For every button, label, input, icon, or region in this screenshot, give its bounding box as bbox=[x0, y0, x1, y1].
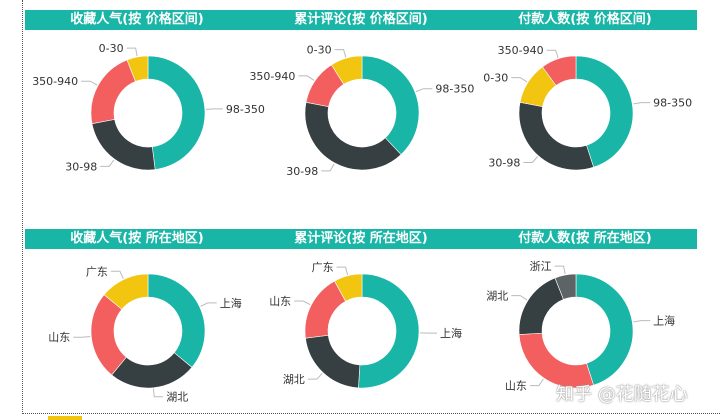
leader-line bbox=[110, 270, 124, 279]
slice-label: 98-350 bbox=[653, 97, 692, 110]
panel-title: 累计评论(按 价格区间) bbox=[294, 12, 428, 27]
slice-label: 350-940 bbox=[498, 44, 544, 57]
donut-slice bbox=[305, 334, 361, 389]
leader-line bbox=[546, 49, 559, 58]
leader-line bbox=[294, 300, 311, 306]
header-bar-bottom: 收藏人气(按 所在地区) 累计评论(按 所在地区) 付款人数(按 所在地区) bbox=[25, 229, 697, 249]
slice-label: 上海 bbox=[220, 296, 242, 310]
leader-line bbox=[633, 320, 651, 323]
watermark: 知乎 @花随花心 bbox=[556, 384, 688, 405]
leader-line bbox=[152, 388, 164, 398]
donut-chart: 98-350 30-98 350-940 0-30 bbox=[32, 42, 265, 173]
leader-line bbox=[81, 80, 98, 86]
slice-label: 湖北 bbox=[166, 391, 188, 404]
leader-line bbox=[307, 372, 323, 380]
leader-line bbox=[100, 159, 115, 167]
slice-label: 30-98 bbox=[286, 165, 318, 178]
dotted-border-bottom bbox=[22, 413, 720, 414]
slice-label: 30-98 bbox=[488, 157, 520, 170]
panel-title: 累计评论(按 所在地区) bbox=[294, 231, 428, 246]
donut-slice bbox=[147, 273, 206, 368]
donut-slice bbox=[518, 101, 594, 171]
donut-slice bbox=[304, 101, 402, 171]
donut-slice bbox=[147, 55, 206, 170]
header-bar-top: 收藏人气(按 价格区间) 累计评论(按 价格区间) 付款人数(按 价格区间) bbox=[25, 10, 697, 30]
leader-line bbox=[73, 335, 91, 338]
slice-label: 0-30 bbox=[483, 72, 508, 85]
yellow-accent-tab bbox=[48, 416, 82, 420]
leader-line bbox=[200, 302, 217, 307]
donut-slice bbox=[575, 55, 634, 168]
slice-label: 湖北 bbox=[486, 290, 508, 303]
slice-label: 0-30 bbox=[307, 44, 332, 57]
slice-label: 湖北 bbox=[283, 373, 305, 386]
leader-line bbox=[523, 156, 539, 164]
leader-line bbox=[298, 75, 315, 81]
leader-line bbox=[336, 266, 349, 275]
donut-slice bbox=[358, 273, 420, 389]
slice-label: 30-98 bbox=[65, 160, 97, 173]
slice-label: 山东 bbox=[269, 295, 291, 308]
leader-line bbox=[205, 108, 223, 110]
donut-slice bbox=[331, 55, 363, 85]
donut-chart: 98-350 30-98 0-30 350-940 bbox=[483, 44, 692, 171]
donut-chart: 98-350 30-98 350-940 0-30 bbox=[249, 44, 474, 178]
slice-label: 0-30 bbox=[99, 42, 124, 55]
donut-slice bbox=[361, 55, 420, 155]
leader-line bbox=[554, 265, 566, 275]
donut-slice bbox=[126, 55, 149, 82]
leader-line bbox=[126, 47, 138, 57]
slice-label: 山东 bbox=[505, 380, 527, 393]
donut-slice bbox=[575, 273, 634, 386]
slice-label: 上海 bbox=[440, 326, 462, 340]
panel-title: 收藏人气(按 所在地区) bbox=[70, 231, 204, 246]
donut-slice bbox=[91, 119, 156, 171]
slice-label: 350-940 bbox=[249, 70, 295, 83]
slice-label: 浙江 bbox=[530, 260, 552, 273]
slice-label: 广东 bbox=[312, 261, 334, 274]
slice-label: 山东 bbox=[48, 331, 70, 344]
slice-label: 350-940 bbox=[32, 75, 78, 88]
leader-line bbox=[511, 295, 528, 301]
panel-title: 付款人数(按 价格区间) bbox=[518, 12, 652, 27]
donut-slice bbox=[334, 273, 363, 302]
dotted-border-left bbox=[22, 0, 23, 414]
slice-label: 广东 bbox=[86, 265, 108, 278]
slice-label: 98-350 bbox=[435, 83, 474, 96]
leader-line bbox=[415, 88, 433, 93]
donut-slice bbox=[103, 273, 149, 310]
slice-label: 98-350 bbox=[226, 103, 265, 116]
leader-line bbox=[633, 102, 651, 105]
leader-line bbox=[321, 163, 335, 172]
panel-title: 付款人数(按 所在地区) bbox=[518, 231, 652, 246]
leader-line bbox=[511, 77, 528, 83]
slice-label: 上海 bbox=[653, 314, 675, 328]
leader-line bbox=[334, 49, 347, 58]
donut-slice bbox=[90, 59, 136, 125]
donut-slice bbox=[554, 273, 577, 300]
donut-slice bbox=[518, 277, 564, 335]
panel-title: 收藏人气(按 价格区间) bbox=[70, 12, 204, 27]
leader-line bbox=[529, 378, 544, 387]
donut-slice bbox=[542, 55, 577, 86]
